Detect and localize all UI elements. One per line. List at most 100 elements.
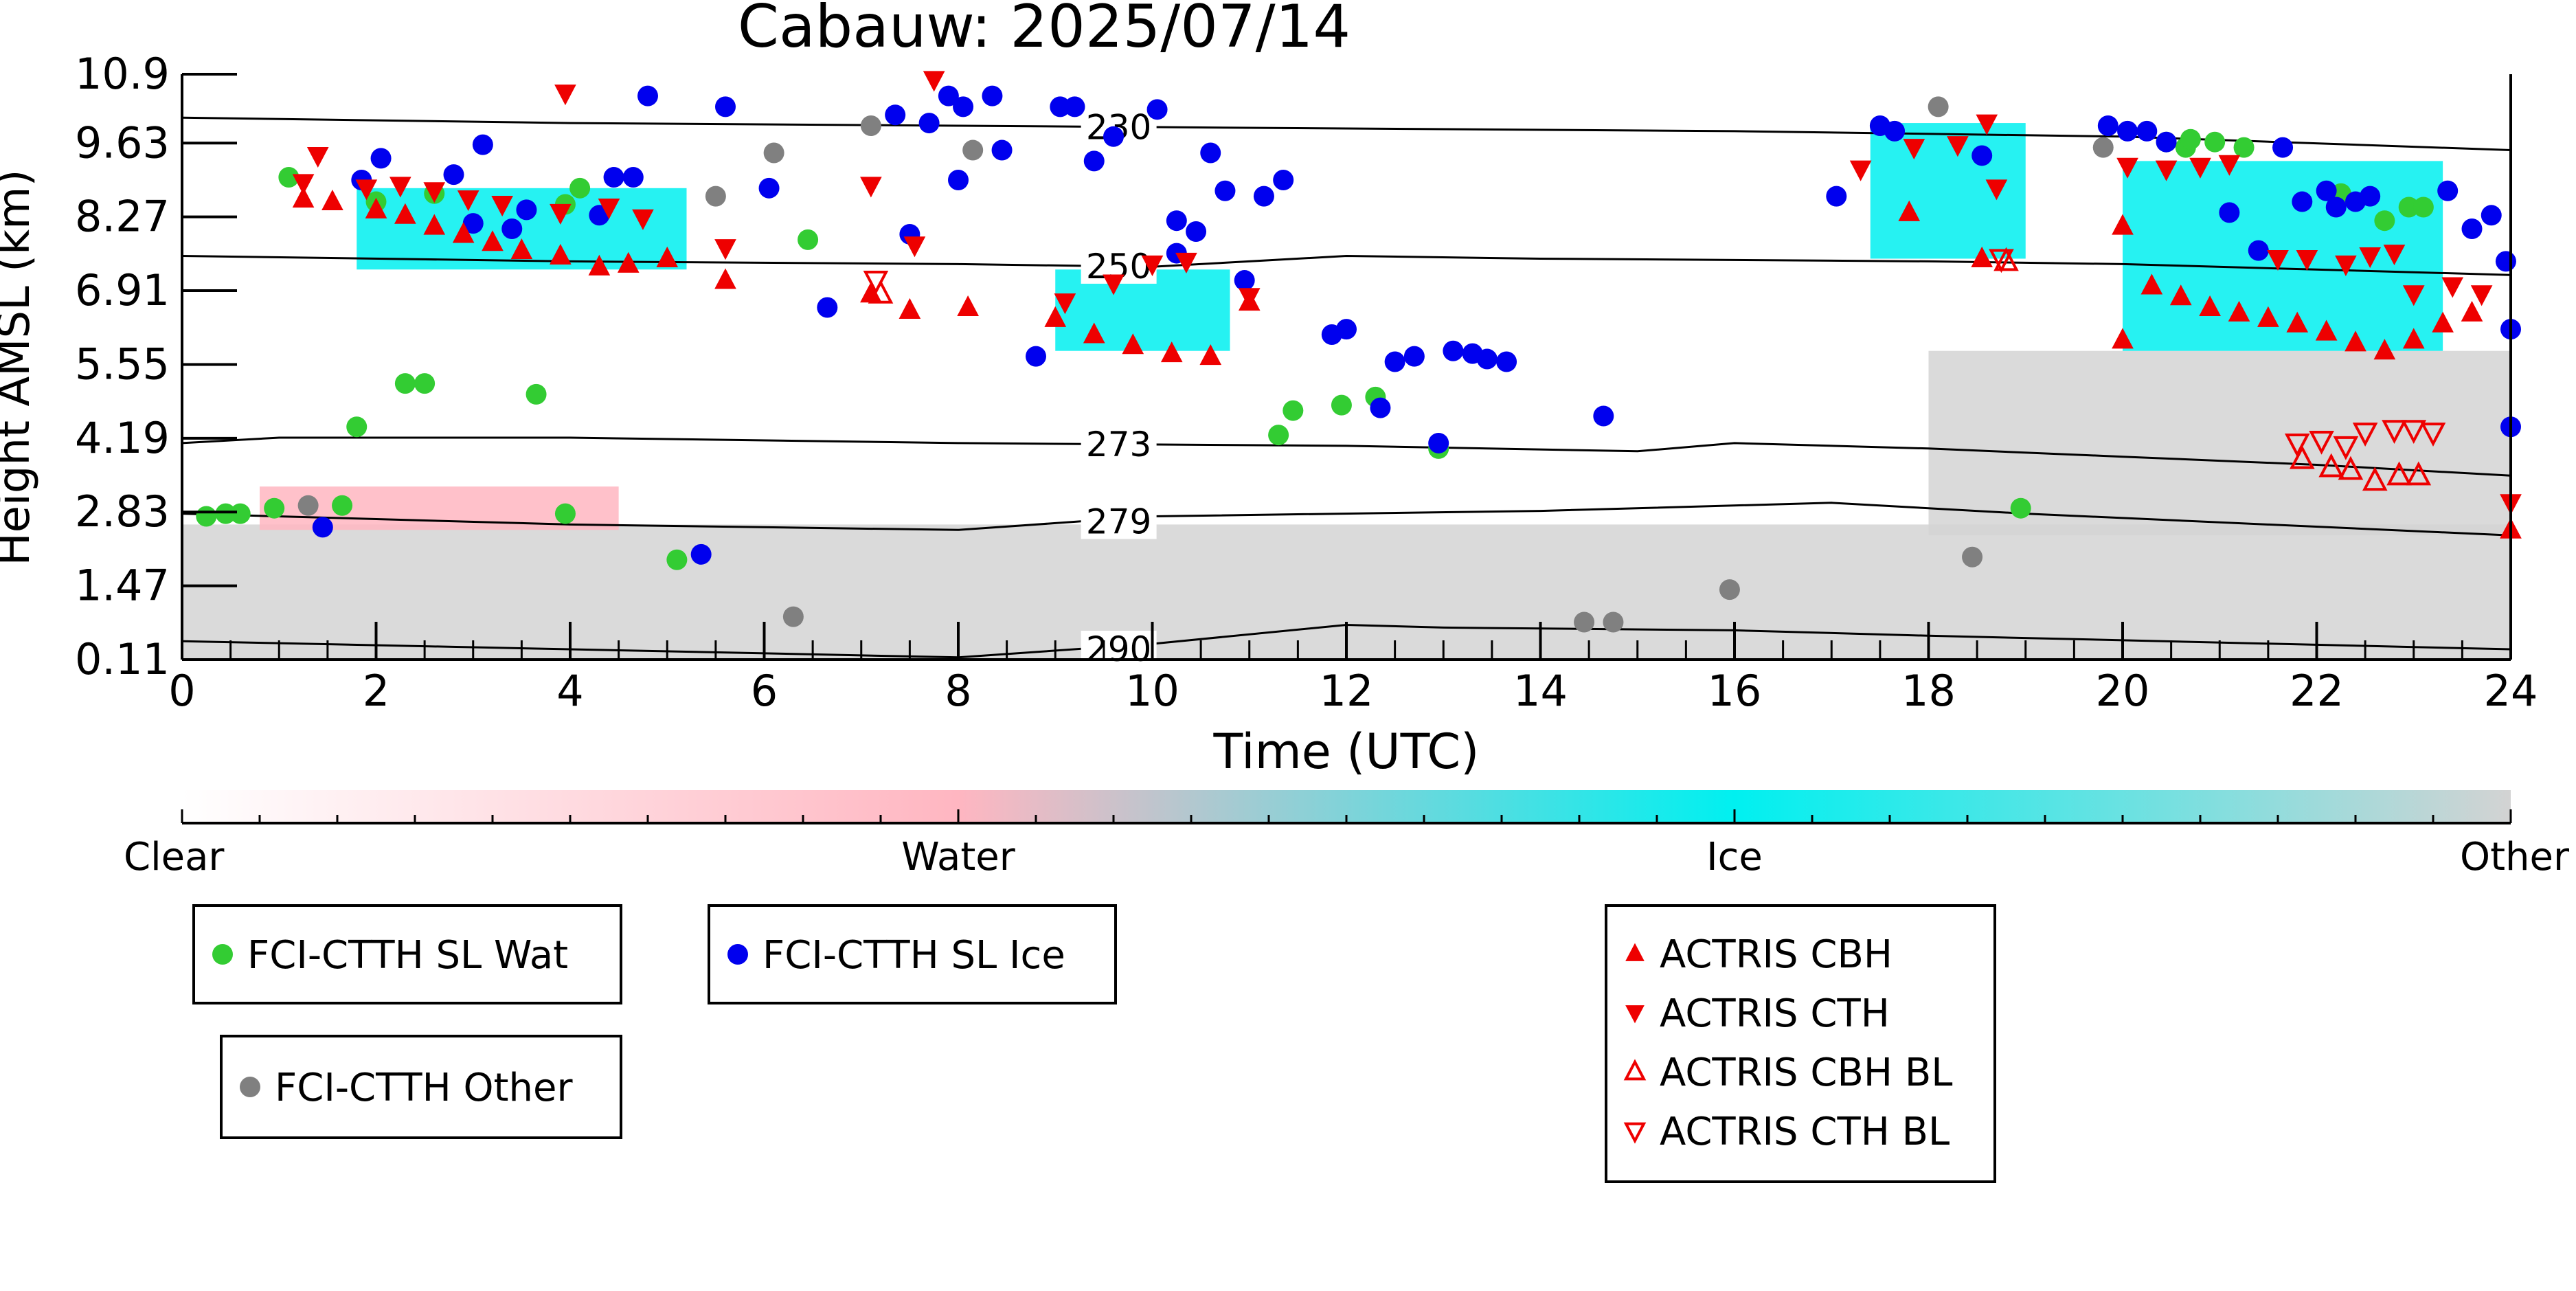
point-actris-cbh (2402, 328, 2425, 349)
point-fci-ctth-sl-ice (2316, 180, 2337, 201)
point-fci-ctth-sl-ice (1103, 126, 1124, 147)
point-actris-cbh-bl (2318, 453, 2345, 478)
point-fci-ctth-sl-wat (332, 495, 353, 516)
point-actris-cbh (510, 238, 533, 260)
point-actris-cth (2296, 249, 2318, 271)
point-fci-ctth-sl-ice (1050, 96, 1071, 117)
point-fci-ctth-sl-ice (2437, 180, 2459, 201)
point-actris-cbh (617, 251, 640, 273)
point-fci-ctth-sl-ice (1476, 348, 1498, 370)
point-actris-cbh (1044, 306, 1067, 327)
point-fci-ctth-sl-ice (1336, 319, 1357, 340)
point-fci-ctth-other (1574, 611, 1595, 633)
point-actris-cbh (2286, 311, 2309, 333)
point-actris-cbh (482, 230, 504, 251)
point-fci-ctth-other (2092, 137, 2114, 158)
isotherm-250 (181, 254, 2511, 276)
point-fci-ctth-sl-ice (1064, 96, 1085, 117)
point-actris-cbh (1160, 341, 1183, 363)
point-actris-cth-bl (2420, 423, 2446, 447)
point-fci-ctth-sl-wat (554, 503, 576, 524)
point-fci-ctth-other (1719, 579, 1740, 600)
point-fci-ctth-sl-ice (2272, 137, 2294, 158)
chart-title: Cabauw: 2025/07/14 (738, 0, 1351, 61)
point-fci-ctth-sl-ice (1166, 210, 1187, 232)
y-tick-label: 1.47 (75, 561, 170, 611)
point-actris-cth-bl (2382, 420, 2407, 444)
point-actris-cbh (588, 254, 611, 276)
point-actris-cbh (1199, 344, 1222, 366)
point-actris-cbh (2169, 284, 2192, 306)
point-fci-ctth-other (1962, 546, 1983, 568)
point-fci-ctth-sl-ice (2117, 120, 2138, 142)
point-fci-ctth-sl-wat (666, 549, 688, 570)
point-fci-ctth-sl-wat (414, 373, 436, 394)
x-tick-label: 16 (1708, 666, 1762, 716)
point-actris-cth (860, 177, 882, 198)
point-fci-ctth-sl-ice (462, 213, 484, 234)
point-fci-ctth-sl-wat (264, 497, 285, 519)
point-actris-cbh (1971, 246, 1993, 267)
legend-marker-actris-cth (1625, 1005, 1645, 1024)
point-fci-ctth-other (297, 495, 319, 516)
point-fci-ctth-sl-ice (516, 199, 537, 221)
isotherm-label-279: 279 (1086, 502, 1151, 541)
point-fci-ctth-sl-ice (715, 96, 736, 117)
isotherm-273 (181, 436, 2511, 477)
point-fci-ctth-sl-ice (622, 167, 644, 188)
point-fci-ctth-sl-ice (443, 164, 464, 186)
point-fci-ctth-sl-ice (953, 96, 974, 117)
point-actris-cth (1985, 179, 2008, 201)
legend-marker-fci-ctth-other (240, 1077, 260, 1097)
point-fci-ctth-sl-ice (1403, 346, 1425, 367)
point-fci-ctth-sl-wat (2398, 197, 2419, 218)
point-actris-cth (923, 71, 945, 92)
point-actris-cbh (2345, 330, 2366, 352)
point-fci-ctth-sl-ice (2360, 186, 2381, 207)
point-actris-cth (423, 182, 446, 203)
colorbar-label-water: Water (901, 835, 1016, 879)
x-tick-label: 24 (2484, 666, 2538, 716)
point-actris-cbh (1898, 200, 1921, 221)
point-actris-cth (903, 236, 926, 258)
point-actris-cth (714, 239, 736, 260)
point-fci-ctth-sl-ice (2325, 197, 2347, 218)
point-fci-ctth-sl-ice (1384, 351, 1405, 372)
legend-marker-actris-cbh-bl (1623, 1059, 1647, 1081)
point-actris-cbh (2315, 319, 2338, 341)
y-tick-label: 10.9 (75, 49, 170, 99)
point-actris-cth (2359, 247, 2382, 269)
legend-box-0 (192, 904, 622, 1004)
point-fci-ctth-sl-wat (196, 506, 217, 527)
x-tick-label: 14 (1513, 666, 1568, 716)
point-actris-cth (1849, 160, 1872, 181)
y-tick-label: 5.55 (75, 339, 170, 389)
point-fci-ctth-sl-ice (2097, 115, 2119, 137)
point-fci-ctth-sl-wat (798, 229, 819, 250)
point-actris-cbh (452, 222, 475, 243)
point-actris-cth (2155, 160, 2178, 181)
x-tick-label: 10 (1125, 666, 1179, 716)
point-actris-cth (1976, 114, 1998, 135)
point-actris-cbh (423, 214, 446, 235)
y-tick-label: 8.27 (75, 192, 170, 242)
point-actris-cth (491, 196, 513, 217)
point-actris-cth (550, 203, 572, 225)
point-fci-ctth-sl-wat (1283, 400, 1304, 421)
legend-marker-actris-cth-bl (1623, 1122, 1647, 1144)
legend-marker-fci-ctth-sl-ice (727, 944, 748, 965)
point-actris-cth-bl (2333, 436, 2359, 460)
legend-marker-actris-cbh (1625, 943, 1645, 961)
point-fci-ctth-sl-ice (948, 169, 969, 190)
x-axis-label: Time (UTC) (1213, 723, 1480, 780)
legend: FCI-CTTH SL Wat FCI-CTTH SL Ice FCI-CTTH O… (192, 904, 1996, 1183)
point-fci-ctth-sl-ice (2481, 205, 2502, 226)
axes: 0 2 4 6 8 10 12 14 16 18 20 22 240.111.472.834.195.5… (75, 49, 2538, 716)
point-fci-ctth-sl-wat (1331, 394, 1352, 416)
point-fci-ctth-sl-ice (1186, 221, 1207, 242)
colorbar: Clear Water Ice Other (124, 790, 2570, 879)
point-actris-cbh (292, 187, 315, 208)
point-fci-ctth-other (962, 139, 984, 161)
point-fci-ctth-sl-ice (312, 517, 333, 538)
point-fci-ctth-sl-wat (215, 503, 236, 524)
